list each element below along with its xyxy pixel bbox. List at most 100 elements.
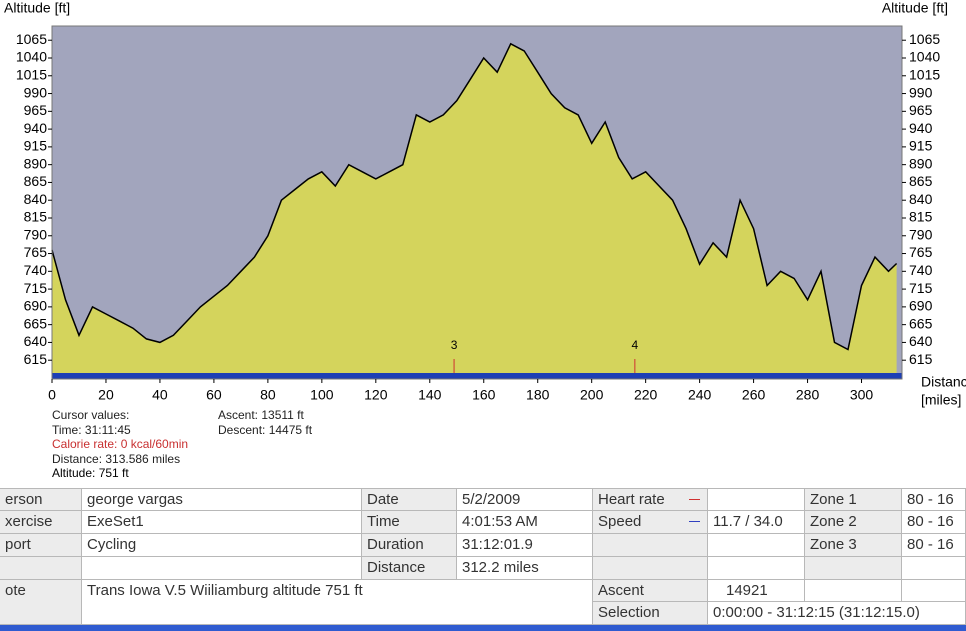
legend-dash (689, 499, 700, 500)
y-tick-label: 640 (24, 333, 48, 349)
table-cell: Trans Iowa V.5 Wiiliamburg altitude 751 … (82, 580, 593, 625)
table-cell: 80 - 16 (902, 511, 966, 534)
y2-tick-label: 740 (909, 262, 933, 278)
x-tick-label: 40 (152, 387, 168, 403)
x-tick-label: 80 (260, 387, 276, 403)
y2-tick-label: 890 (909, 155, 933, 171)
table-cell: Speed (593, 511, 708, 534)
table-cell: Distance (362, 557, 457, 580)
y-tick-label: 1040 (16, 49, 47, 65)
table-cell (708, 557, 805, 580)
y2-tick-label: 715 (909, 280, 933, 296)
legend-dash (689, 521, 700, 522)
y-tick-label: 790 (24, 226, 48, 242)
table-cell (82, 557, 362, 580)
x-axis-label: [miles] (921, 392, 961, 408)
x-tick-label: 180 (526, 387, 550, 403)
x-tick-label: 100 (310, 387, 334, 403)
table-cell (593, 534, 708, 557)
table-cell: 4:01:53 AM (457, 511, 593, 534)
table-cell: 31:12:01.9 (457, 534, 593, 557)
x-tick-label: 60 (206, 387, 222, 403)
y-tick-label: 815 (24, 209, 48, 225)
table-cell: Duration (362, 534, 457, 557)
table-cell: Zone 2 (805, 511, 902, 534)
cursor-line: Distance: 313.586 miles (52, 451, 181, 466)
table-cell: 5/2/2009 (457, 489, 593, 511)
cursor-stats: Ascent: 13511 ft Descent: 14475 ft (218, 408, 312, 437)
cursor-line: Time: 31:11:45 (52, 422, 131, 437)
table-cell (708, 534, 805, 557)
altitude-area (52, 43, 897, 374)
table-cell: Selection (593, 602, 708, 625)
table-cell: Zone 3 (805, 534, 902, 557)
y-tick-label: 740 (24, 262, 48, 278)
table-cell: erson (0, 489, 82, 511)
y2-tick-label: 990 (909, 84, 933, 100)
y-tick-label: 965 (24, 102, 48, 118)
cursor-line: Altitude: 751 ft (52, 466, 129, 480)
table-cell: Time (362, 511, 457, 534)
y-tick-label: 1015 (16, 66, 47, 82)
table-cell: Heart rate (593, 489, 708, 511)
y2-tick-label: 615 (909, 351, 933, 367)
table-cell (902, 557, 966, 580)
y-tick-label: 690 (24, 298, 48, 314)
y-tick-label: 1065 (16, 31, 47, 47)
x-tick-label: 0 (48, 387, 56, 403)
table-cell: george vargas (82, 489, 362, 511)
x-tick-label: 300 (850, 387, 874, 403)
table-cell: Zone 1 (805, 489, 902, 511)
y2-axis-label: Altitude [ft] (882, 0, 948, 16)
y-tick-label: 665 (24, 315, 48, 331)
y2-tick-label: 665 (909, 315, 933, 331)
x-tick-label: 280 (796, 387, 820, 403)
x-tick-label: 260 (742, 387, 766, 403)
y2-tick-label: 790 (909, 226, 933, 242)
stat: Ascent: 13511 ft (218, 408, 304, 422)
info-table: erson george vargas xercise ExeSet1 port Cycl… (0, 488, 966, 626)
y2-tick-label: 1065 (909, 31, 940, 47)
table-cell: Cycling (82, 534, 362, 557)
y-tick-label: 840 (24, 191, 48, 207)
y2-tick-label: 690 (909, 298, 933, 314)
table-cell (0, 557, 82, 580)
table-cell (902, 580, 966, 602)
table-cell: 312.2 miles (457, 557, 593, 580)
x-tick-label: 120 (364, 387, 388, 403)
y2-tick-label: 965 (909, 102, 933, 118)
y-tick-label: 915 (24, 138, 48, 154)
table-cell: port (0, 534, 82, 557)
x-tick-label: 240 (688, 387, 712, 403)
y2-tick-label: 840 (909, 191, 933, 207)
x-tick-label: 140 (418, 387, 442, 403)
y2-tick-label: 940 (909, 120, 933, 136)
x-tick-label: 220 (634, 387, 658, 403)
y2-tick-label: 1015 (909, 66, 940, 82)
y2-tick-label: 915 (909, 138, 933, 154)
axis-bar (52, 373, 902, 379)
altitude-line (51, 42, 898, 351)
y-tick-label: 890 (24, 155, 48, 171)
plot-frame (51, 25, 903, 380)
cursor-line: Calorie rate: 0 kcal/60min (52, 437, 189, 451)
y-tick-label: 940 (24, 120, 48, 136)
lap-label: 4 (632, 338, 639, 352)
y-axis-label: Altitude [ft] (4, 0, 70, 16)
table-cell: Date (362, 489, 457, 511)
y-tick-label: 715 (24, 280, 48, 296)
x-axis-label: Distance (921, 374, 966, 390)
y-tick-label: 990 (24, 84, 48, 100)
lap-label: 3 (451, 338, 458, 352)
y2-tick-label: 640 (909, 333, 933, 349)
status-strip (0, 625, 966, 631)
y2-tick-label: 1040 (909, 49, 940, 65)
table-cell (708, 489, 805, 511)
table-cell: ote (0, 580, 82, 625)
x-tick-label: 20 (98, 387, 114, 403)
cursor-values: Cursor values: Time: 31:11:45 Calorie ra… (52, 408, 188, 481)
y2-tick-label: 815 (909, 209, 933, 225)
table-cell: Ascent (593, 580, 708, 602)
